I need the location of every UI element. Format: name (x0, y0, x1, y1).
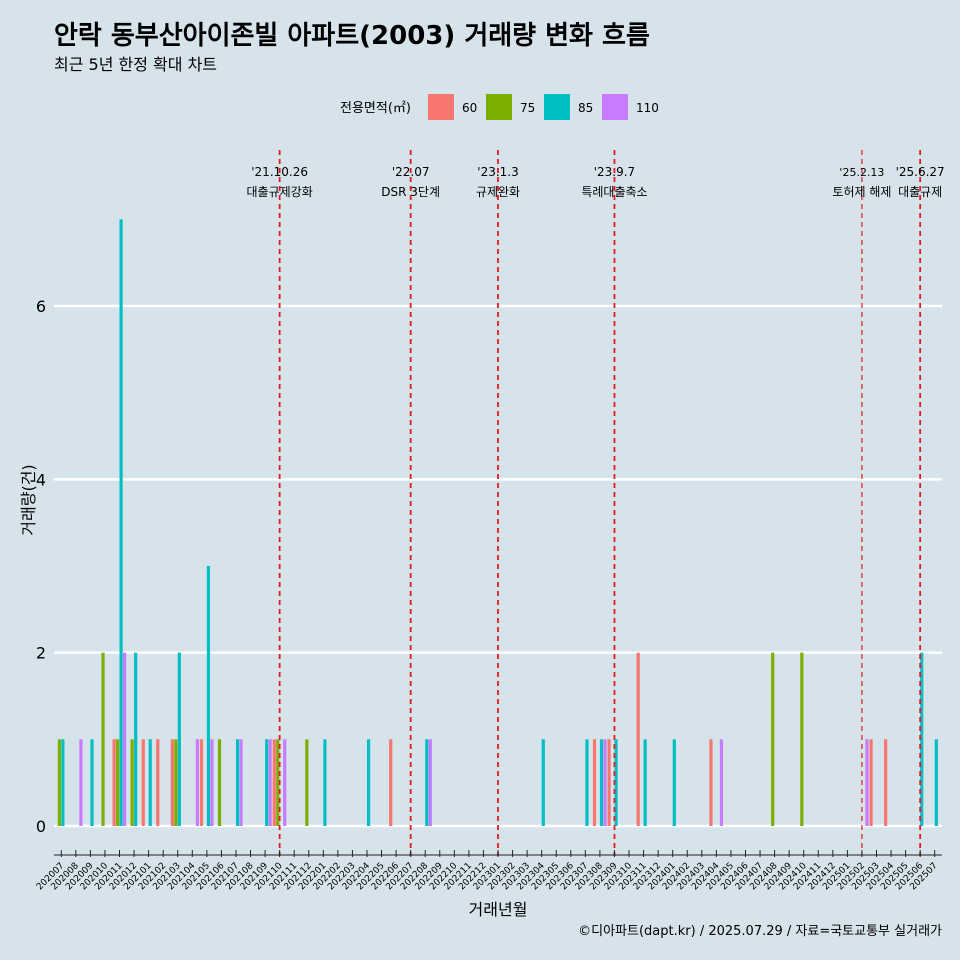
bar-202506-85 (920, 652, 924, 826)
event-date: '25.2.13 (839, 166, 884, 179)
x-axis: 2020072020082020092020102020112020122021… (35, 850, 942, 892)
bar-202401-85 (672, 739, 676, 826)
bars (57, 219, 938, 826)
bar-202308-85 (599, 739, 604, 826)
bar-202309-85 (614, 739, 618, 826)
bar-202304-85 (541, 739, 545, 826)
bar-202106-75 (217, 739, 222, 826)
event-label: 규제완화 (476, 185, 520, 199)
legend-title: 전용면적(㎡) (340, 101, 411, 116)
event-label: 대출규제 (898, 185, 942, 199)
bar-202010-75 (101, 652, 105, 826)
bar-202101-60 (141, 739, 145, 826)
bar-202503-60 (869, 739, 873, 826)
bar-202008-110 (79, 739, 83, 826)
bar-202103-60 (170, 739, 174, 826)
bar-202408-75 (771, 652, 775, 826)
y-tick-label: 0 (36, 817, 46, 836)
legend-swatch-110 (602, 94, 628, 120)
bar-202009-85 (90, 739, 94, 826)
chart-subtitle: 최근 5년 한정 확대 차트 (54, 55, 217, 74)
bar-202107-110 (239, 739, 243, 826)
event-date: '23.9.7 (594, 165, 635, 179)
y-tick-label: 2 (36, 644, 46, 663)
bar-202007-85 (61, 739, 65, 826)
bar-202105-85 (206, 566, 211, 826)
legend-swatch-60 (428, 94, 454, 120)
bar-202309-60 (607, 739, 611, 826)
event-label: 토허제 해제 (832, 185, 891, 199)
bar-202011-85 (119, 219, 123, 826)
bar-202112-75 (305, 739, 309, 826)
bar-202507-85 (934, 739, 938, 826)
bar-202404-60 (709, 739, 713, 826)
bar-202311-85 (643, 739, 647, 826)
event-lines: '21.10.26 대출규제강화 '22.07 DSR 3단계 '23.1.3 규제완화 '… (247, 150, 945, 856)
event-label: 특례대출축소 (581, 185, 647, 199)
bar-202410-75 (800, 652, 804, 826)
bar-202208-110 (428, 739, 432, 826)
event-date: '22.07 (392, 165, 430, 179)
bar-202012-85 (134, 652, 138, 826)
legend-label-85: 85 (578, 101, 593, 115)
y-tick-label: 4 (36, 470, 46, 489)
bar-202208-85 (425, 739, 429, 826)
bar-202311-60 (636, 652, 640, 826)
bar-202105-60 (199, 739, 204, 826)
y-axis-ticks: 0 2 4 6 (36, 297, 46, 836)
bar-202104-110 (195, 739, 199, 826)
legend-swatch-85 (544, 94, 570, 120)
y-tick-label: 6 (36, 297, 46, 316)
caption: ©디아파트(dapt.kr) / 2025.07.29 / 자료=국토교통부 실… (578, 924, 942, 939)
bar-202012-75 (130, 739, 134, 826)
bar-202201-85 (323, 739, 327, 826)
bar-202007-75 (57, 739, 61, 826)
bar-202308-60 (592, 739, 597, 826)
bar-202105-110 (210, 739, 214, 826)
event-label: 대출규제강화 (247, 185, 313, 199)
bar-202204-85 (366, 739, 371, 826)
bar-202308-110 (603, 739, 607, 826)
legend-label-60: 60 (462, 101, 477, 115)
chart-title: 안락 동부산아이존빌 아파트(2003) 거래량 변화 흐름 (54, 21, 650, 51)
bar-202502-110 (865, 739, 869, 826)
legend: 전용면적(㎡) 60 75 85 110 (340, 94, 659, 120)
legend-label-110: 110 (636, 101, 659, 115)
bar-202109-85 (265, 739, 269, 826)
bar-202504-60 (884, 739, 888, 826)
event-label: DSR 3단계 (381, 185, 440, 199)
bar-202110-75 (276, 739, 280, 826)
bar-202107-85 (235, 739, 240, 826)
bar-202206-60 (389, 739, 393, 826)
event-date: '23.1.3 (477, 165, 518, 179)
bar-202103-85 (177, 652, 181, 826)
legend-label-75: 75 (520, 101, 535, 115)
bar-202101-85 (148, 739, 152, 826)
bar-202011-110 (123, 652, 127, 826)
bar-202011-75 (116, 739, 120, 826)
bar-202109-110 (268, 739, 272, 826)
y-axis-title: 거래량(건) (19, 464, 38, 535)
event-date: '25.6.27 (896, 165, 945, 179)
x-axis-title: 거래년월 (469, 900, 528, 919)
bar-202103-75 (174, 739, 178, 826)
legend-swatch-75 (486, 94, 512, 120)
bar-202110-60 (272, 739, 276, 826)
bar-202102-60 (156, 739, 160, 826)
bar-202404-110 (719, 739, 724, 826)
bar-202110-110 (283, 739, 287, 826)
event-date: '21.10.26 (251, 165, 308, 179)
bar-202307-85 (585, 739, 589, 826)
bar-202011-60 (112, 739, 116, 826)
